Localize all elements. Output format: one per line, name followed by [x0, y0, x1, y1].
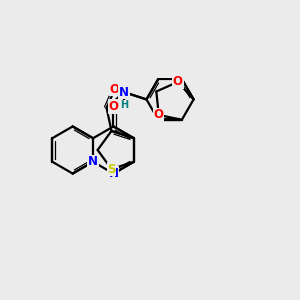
Text: N: N: [109, 167, 118, 180]
Text: O: O: [110, 82, 120, 96]
Text: O: O: [154, 108, 164, 122]
Text: O: O: [109, 100, 118, 113]
Text: O: O: [173, 75, 183, 88]
Text: S: S: [107, 163, 116, 176]
Text: N: N: [119, 85, 129, 99]
Text: H: H: [120, 100, 128, 110]
Text: N: N: [88, 155, 98, 168]
